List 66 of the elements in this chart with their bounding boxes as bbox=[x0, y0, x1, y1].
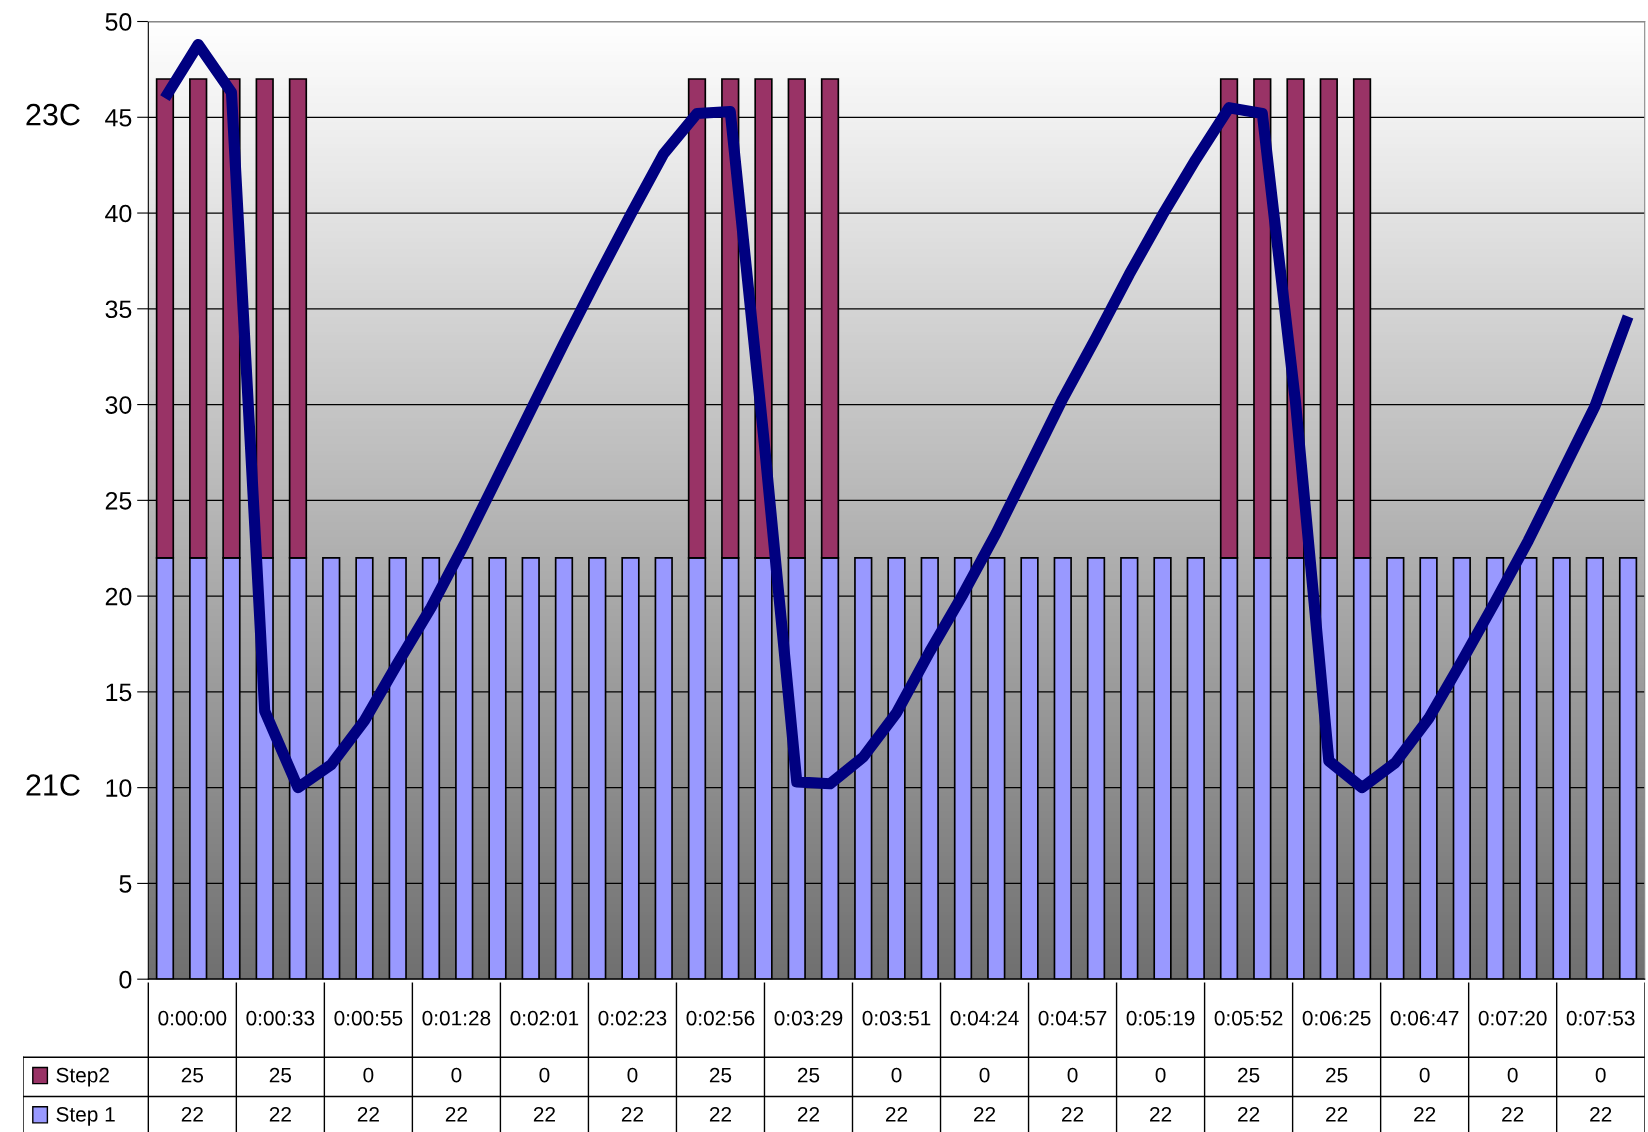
data-label: 0 bbox=[979, 1067, 990, 1083]
category-label: 0:04:57 bbox=[1038, 1010, 1107, 1026]
data-label: 25 bbox=[797, 1067, 820, 1083]
y-tick-label: 5 bbox=[119, 875, 132, 893]
y-tick-label: 10 bbox=[106, 779, 132, 797]
y-tick-label: 40 bbox=[105, 204, 132, 223]
data-label: 25 bbox=[269, 1067, 292, 1083]
data-label: 0 bbox=[891, 1067, 902, 1083]
data-label: 0 bbox=[451, 1067, 462, 1083]
y-tick-label: 30 bbox=[105, 396, 132, 414]
category-label: 0:06:47 bbox=[1390, 1010, 1459, 1026]
category-label: 0:07:53 bbox=[1566, 1010, 1635, 1026]
y-tick-label: 15 bbox=[106, 683, 132, 702]
data-label: 22 bbox=[974, 1106, 996, 1122]
data-label: 25 bbox=[181, 1067, 204, 1083]
data-label: 22 bbox=[797, 1106, 820, 1122]
data-label: 22 bbox=[1414, 1106, 1436, 1122]
category-label: 0:01:28 bbox=[422, 1010, 491, 1026]
data-label: 0 bbox=[1419, 1067, 1430, 1083]
data-label: 22 bbox=[533, 1106, 555, 1122]
y-tick-label: 45 bbox=[105, 109, 132, 127]
data-label: 22 bbox=[1590, 1106, 1612, 1122]
data-label: 22 bbox=[269, 1106, 291, 1122]
data-label: 22 bbox=[1150, 1106, 1172, 1122]
text: 23C bbox=[26, 103, 80, 126]
category-label: 0:02:01 bbox=[510, 1010, 579, 1026]
text: 21C bbox=[26, 774, 80, 796]
data-label: 22 bbox=[621, 1106, 643, 1122]
data-label: 22 bbox=[709, 1106, 732, 1122]
data-label: 22 bbox=[181, 1106, 203, 1122]
data-label: 22 bbox=[445, 1106, 467, 1122]
category-label: 0:07:20 bbox=[1478, 1010, 1547, 1026]
category-label: 0:05:52 bbox=[1214, 1010, 1283, 1026]
data-label: 0 bbox=[1067, 1067, 1078, 1083]
data-label: 0 bbox=[539, 1067, 550, 1083]
y-tick-label: 50 bbox=[105, 13, 132, 31]
data-label: 25 bbox=[1326, 1067, 1348, 1083]
category-label: 0:05:19 bbox=[1126, 1010, 1195, 1026]
category-label: 0:00:55 bbox=[334, 1010, 403, 1026]
data-label: 0 bbox=[627, 1067, 638, 1083]
data-label: 25 bbox=[709, 1067, 732, 1083]
data-label: 22 bbox=[1502, 1106, 1524, 1122]
category-label: 0:06:25 bbox=[1302, 1010, 1371, 1026]
category-label: 0:02:56 bbox=[686, 1010, 755, 1026]
category-label: 0:00:33 bbox=[246, 1010, 315, 1026]
legend-label: Step2 bbox=[56, 1067, 109, 1087]
y-tick-label: 20 bbox=[105, 587, 132, 606]
y-tick-label: 35 bbox=[105, 300, 132, 319]
data-label: 22 bbox=[1062, 1106, 1084, 1122]
data-label: 0 bbox=[1155, 1067, 1166, 1083]
data-label: 22 bbox=[885, 1106, 908, 1122]
category-label: 0:02:23 bbox=[598, 1010, 667, 1026]
category-label: 0:03:29 bbox=[774, 1010, 843, 1026]
category-label: 0:04:24 bbox=[950, 1010, 1019, 1026]
category-label: 0:00:00 bbox=[158, 1010, 227, 1026]
data-label: 22 bbox=[1326, 1106, 1348, 1122]
legend-label: Step 1 bbox=[56, 1106, 115, 1126]
y-tick-label: 25 bbox=[105, 491, 132, 510]
data-label: 0 bbox=[1595, 1067, 1606, 1083]
data-label: 0 bbox=[363, 1067, 374, 1083]
category-label: 0:03:51 bbox=[862, 1010, 931, 1026]
data-label: 22 bbox=[357, 1106, 379, 1122]
data-label: 25 bbox=[1238, 1067, 1260, 1083]
data-label: 22 bbox=[1238, 1106, 1260, 1122]
y-tick-label: 0 bbox=[119, 970, 132, 989]
data-label: 0 bbox=[1507, 1067, 1518, 1083]
